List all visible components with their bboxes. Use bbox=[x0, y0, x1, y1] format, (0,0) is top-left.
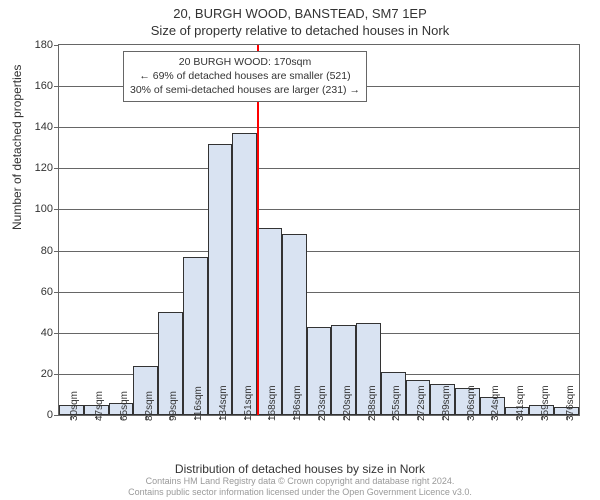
x-tick-label: 186sqm bbox=[292, 385, 303, 421]
x-tick-label: 272sqm bbox=[416, 385, 427, 421]
y-tick-label: 20 bbox=[41, 368, 53, 380]
gridline bbox=[59, 251, 579, 252]
x-tick-label: 359sqm bbox=[540, 385, 551, 421]
x-tick-label: 376sqm bbox=[565, 385, 576, 421]
y-tick-label: 60 bbox=[41, 286, 53, 298]
y-tick-label: 0 bbox=[47, 409, 53, 421]
x-tick-label: 116sqm bbox=[193, 386, 204, 421]
x-tick-label: 151sqm bbox=[243, 385, 254, 421]
y-tick-mark bbox=[54, 292, 59, 293]
annotation-line-1: 20 BURGH WOOD: 170sqm bbox=[130, 55, 360, 69]
x-tick-label: 203sqm bbox=[317, 385, 328, 421]
y-tick-mark bbox=[54, 127, 59, 128]
footer-line-2: Contains public sector information licen… bbox=[0, 487, 600, 498]
histogram-bar bbox=[232, 133, 257, 415]
y-tick-label: 180 bbox=[35, 39, 53, 51]
annotation-box: 20 BURGH WOOD: 170sqm ← 69% of detached … bbox=[123, 51, 367, 102]
gridline bbox=[59, 168, 579, 169]
y-tick-label: 160 bbox=[35, 80, 53, 92]
y-axis-label: Number of detached properties bbox=[10, 65, 24, 230]
footer-line-1: Contains HM Land Registry data © Crown c… bbox=[0, 476, 600, 487]
y-tick-label: 80 bbox=[41, 245, 53, 257]
x-tick-label: 82sqm bbox=[144, 391, 155, 421]
x-tick-label: 168sqm bbox=[267, 385, 278, 421]
x-tick-label: 341sqm bbox=[515, 385, 526, 421]
x-axis-label: Distribution of detached houses by size … bbox=[0, 462, 600, 476]
y-tick-label: 120 bbox=[35, 162, 53, 174]
annotation-line-3: 30% of semi-detached houses are larger (… bbox=[130, 83, 360, 97]
y-tick-mark bbox=[54, 251, 59, 252]
x-tick-label: 47sqm bbox=[94, 391, 105, 421]
y-tick-mark bbox=[54, 86, 59, 87]
gridline bbox=[59, 127, 579, 128]
gridline bbox=[59, 292, 579, 293]
y-tick-mark bbox=[54, 415, 59, 416]
x-tick-label: 30sqm bbox=[69, 391, 80, 421]
y-tick-mark bbox=[54, 209, 59, 210]
x-tick-label: 65sqm bbox=[119, 391, 130, 421]
y-tick-label: 100 bbox=[35, 203, 53, 215]
y-tick-mark bbox=[54, 333, 59, 334]
x-tick-label: 306sqm bbox=[466, 385, 477, 421]
x-tick-label: 289sqm bbox=[441, 385, 452, 421]
gridline bbox=[59, 209, 579, 210]
x-tick-label: 134sqm bbox=[218, 385, 229, 421]
y-tick-mark bbox=[54, 374, 59, 375]
y-tick-mark bbox=[54, 45, 59, 46]
footer-attribution: Contains HM Land Registry data © Crown c… bbox=[0, 476, 600, 498]
x-tick-label: 238sqm bbox=[367, 385, 378, 421]
y-tick-label: 140 bbox=[35, 121, 53, 133]
y-tick-mark bbox=[54, 168, 59, 169]
chart-title-main: 20, BURGH WOOD, BANSTEAD, SM7 1EP bbox=[0, 0, 600, 21]
annotation-line-2: ← 69% of detached houses are smaller (52… bbox=[130, 69, 360, 83]
histogram-bar bbox=[208, 144, 233, 415]
x-tick-label: 99sqm bbox=[168, 391, 179, 421]
chart-title-sub: Size of property relative to detached ho… bbox=[0, 21, 600, 42]
x-tick-label: 324sqm bbox=[490, 385, 501, 421]
x-tick-label: 255sqm bbox=[391, 385, 402, 421]
chart-plot-area: 02040608010012014016018030sqm47sqm65sqm8… bbox=[58, 44, 580, 416]
y-tick-label: 40 bbox=[41, 327, 53, 339]
x-tick-label: 220sqm bbox=[342, 385, 353, 421]
